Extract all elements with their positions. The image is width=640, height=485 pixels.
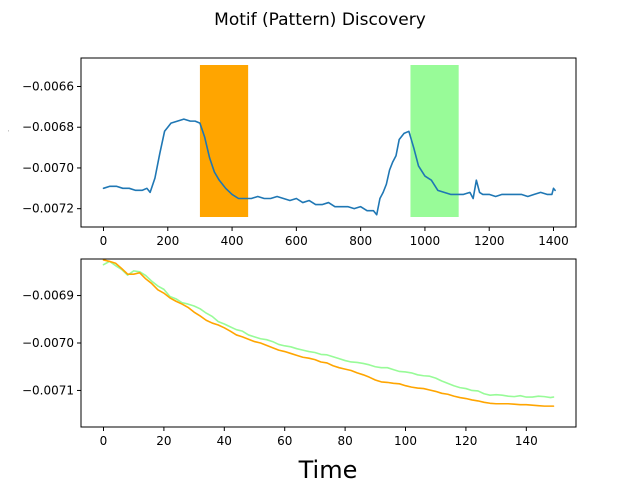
top-x-tick-label: 1000 — [410, 234, 441, 248]
bottom-x-tick-label: 0 — [100, 434, 108, 448]
figure-title: Motif (Pattern) Discovery — [214, 10, 426, 30]
top-motif-highlight-1 — [199, 65, 249, 217]
bottom-series-line-1 — [102, 260, 555, 399]
top-y-tick-label: −0.0070 — [22, 161, 74, 175]
top-x-tick-label: 1200 — [474, 234, 505, 248]
bottom-x-tick-label: 80 — [337, 434, 352, 448]
top-x-tick-label: 0 — [100, 234, 108, 248]
top-series-line-1 — [102, 118, 556, 216]
top-y-axis-label: EEG — [0, 124, 13, 161]
top-x-tick-label: 1400 — [538, 234, 569, 248]
bottom-x-tick-label: 40 — [217, 434, 232, 448]
bottom-axes: 0 20 40 60 80 100 120 140 −0.0071 −0.0070 −0.0069 — [22, 258, 577, 448]
x-axis-label-time: Time — [298, 456, 358, 480]
bottom-y-tick-label: −0.0070 — [22, 336, 74, 350]
bottom-x-tick-label: 100 — [394, 434, 417, 448]
bottom-x-tick-label: 120 — [454, 434, 477, 448]
top-y-tick-label: −0.0072 — [22, 202, 74, 216]
top-x-tick-label: 600 — [285, 234, 308, 248]
bottom-x-tick-label: 140 — [515, 434, 538, 448]
top-y-tick-label: −0.0066 — [22, 80, 74, 94]
bottom-y-tick-label: −0.0069 — [22, 289, 74, 303]
top-motif-highlight-2 — [410, 65, 459, 217]
bottom-y-tick-label: −0.0071 — [22, 383, 74, 397]
top-x-tick-label: 200 — [156, 234, 179, 248]
top-x-tick-label: 400 — [221, 234, 244, 248]
top-axes-frame — [80, 57, 577, 228]
bottom-x-tick-label: 20 — [156, 434, 171, 448]
top-y-tick-label: −0.0068 — [22, 120, 74, 134]
top-axes: 0 200 400 600 800 1000 1200 1400 −0.0072 −0.0070 −… — [22, 57, 577, 248]
top-x-tick-label: 800 — [349, 234, 372, 248]
bottom-x-tick-label: 60 — [277, 434, 292, 448]
bottom-series-line-2 — [102, 259, 555, 407]
